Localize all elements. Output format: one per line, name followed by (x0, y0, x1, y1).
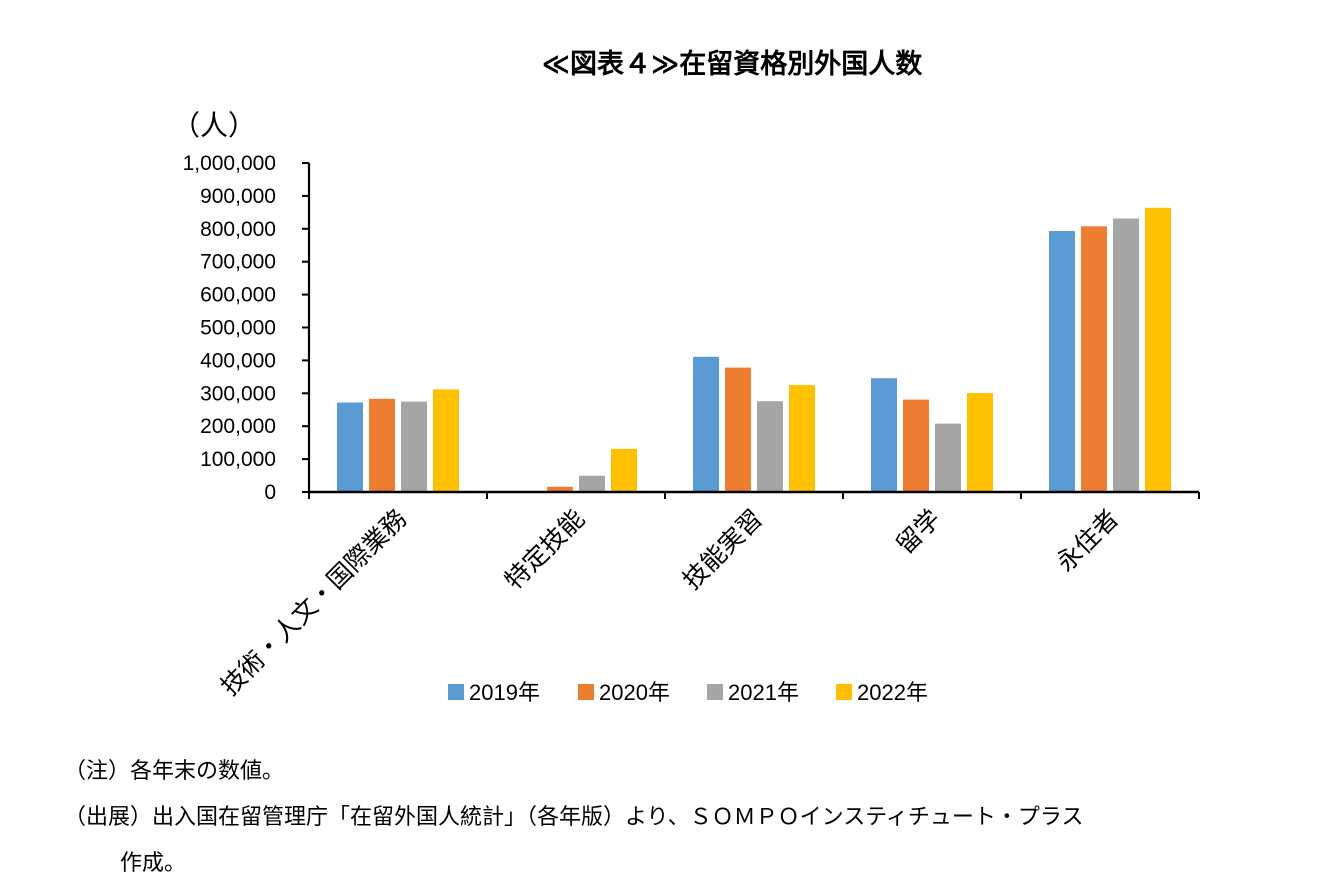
bar-2021年-留学 (935, 423, 961, 492)
category-label: 永住者 (1051, 504, 1125, 578)
bar-2021年-技能実習 (757, 401, 783, 492)
legend-swatch (707, 684, 723, 700)
bar-2021年-永住者 (1113, 218, 1139, 492)
legend-label: 2021年 (728, 680, 799, 705)
y-axis-ticks: 0 100,000 200,000 300,000 400,000 500,000 600,… (183, 152, 309, 504)
y-tick-label: 500,000 (200, 317, 276, 340)
y-tick-label: 1,000,000 (183, 152, 276, 175)
y-tick-label: 400,000 (200, 349, 276, 372)
bar-2022年-留学 (967, 393, 993, 492)
y-tick-label: 100,000 (200, 448, 276, 471)
y-axis-unit-label: （人） (172, 109, 256, 142)
bar-2021年-技術・人文・国際業務 (401, 401, 427, 492)
bar-2020年-特定技能 (547, 486, 573, 492)
y-tick-label: 300,000 (200, 382, 276, 405)
legend-swatch (836, 684, 852, 700)
legend: 2019年 2020年 2021年 2022年 (448, 680, 928, 705)
bar-2019年-技能実習 (693, 356, 719, 492)
bars (337, 207, 1171, 493)
bar-2021年-特定技能 (579, 475, 605, 492)
bar-2019年-留学 (871, 378, 897, 492)
axes (307, 163, 1200, 499)
footnote: （注）各年末の数値。 (64, 759, 285, 784)
bar-2022年-特定技能 (611, 448, 637, 492)
x-axis-category-labels: 技術・人文・国際業務 特定技能 技能実習 留学 永住者 (215, 504, 1124, 701)
category-label: 留学 (890, 504, 946, 560)
y-tick-label: 700,000 (200, 251, 276, 274)
bar-2019年-永住者 (1049, 231, 1075, 492)
source-note: （出展）出入国在留管理庁「在留外国人統計」（各年版）より、ＳＯＭＰＯインスティチ… (64, 805, 1084, 830)
bar-2020年-技術・人文・国際業務 (369, 398, 395, 492)
category-label: 特定技能 (499, 504, 590, 595)
bar-2022年-永住者 (1145, 207, 1171, 493)
bar-2022年-技能実習 (789, 385, 815, 492)
category-label: 技能実習 (677, 504, 768, 595)
bar-2020年-永住者 (1081, 226, 1107, 493)
bar-2020年-留学 (903, 399, 929, 492)
legend-swatch (448, 684, 464, 700)
chart: ≪図表４≫在留資格別外国人数 （人） 0 100,000 200,000 300,00… (172, 49, 1200, 705)
legend-label: 2022年 (857, 680, 928, 705)
y-tick-label: 600,000 (200, 284, 276, 307)
bar-2020年-技能実習 (725, 367, 751, 492)
bar-2022年-技術・人文・国際業務 (433, 389, 459, 492)
chart-title: ≪図表４≫在留資格別外国人数 (542, 49, 924, 80)
legend-swatch (578, 684, 594, 700)
y-tick-label: 0 (264, 481, 276, 504)
bar-2019年-技術・人文・国際業務 (337, 402, 363, 492)
category-label: 技術・人文・国際業務 (215, 504, 412, 701)
y-tick-label: 800,000 (200, 218, 276, 241)
legend-label: 2020年 (599, 680, 670, 705)
y-tick-label: 900,000 (200, 185, 276, 208)
legend-label: 2019年 (469, 680, 540, 705)
y-tick-label: 200,000 (200, 415, 276, 438)
source-note-continuation: 作成。 (120, 851, 187, 876)
